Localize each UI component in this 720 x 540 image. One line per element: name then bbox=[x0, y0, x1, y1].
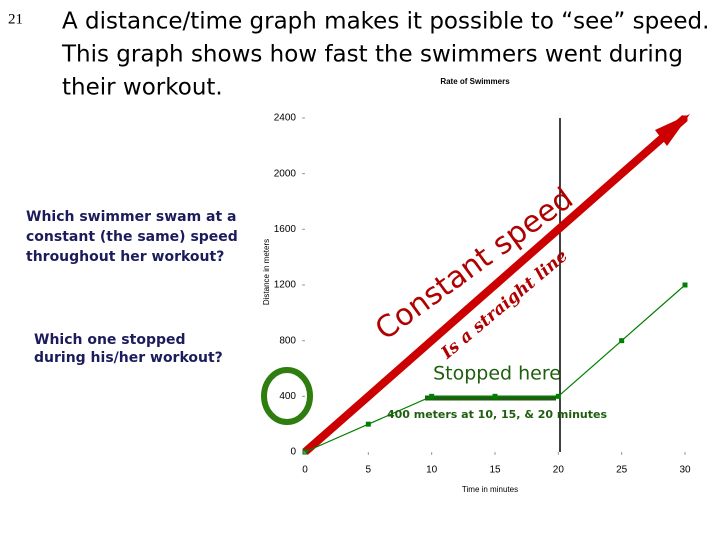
y-tick-label: 800 bbox=[279, 335, 296, 346]
slide-number: 21 bbox=[8, 11, 23, 27]
question: during his/her workout? bbox=[34, 350, 223, 366]
y-axis-title: Distance in meters bbox=[262, 239, 271, 305]
y-tick-label: 400 bbox=[279, 391, 296, 402]
y-tick-label: 1200 bbox=[274, 280, 297, 291]
question: Which one stopped bbox=[34, 332, 186, 348]
x-tick-label: 5 bbox=[366, 465, 372, 476]
point bbox=[492, 282, 498, 288]
x-tick-label: 15 bbox=[489, 465, 501, 476]
question: Which swimmer swam at a bbox=[26, 209, 237, 225]
heading: A distance/time graph makes it possible … bbox=[62, 9, 709, 35]
point bbox=[492, 393, 498, 399]
x-tick-label: 0 bbox=[302, 465, 308, 476]
point bbox=[429, 393, 435, 399]
heading: their workout. bbox=[62, 75, 223, 101]
arrow-head bbox=[655, 114, 690, 146]
y-tick-label: 0 bbox=[290, 447, 296, 458]
point bbox=[619, 338, 625, 344]
chart-title: Rate of Swimmers bbox=[440, 77, 510, 86]
x-tick-label: 25 bbox=[616, 465, 628, 476]
question: throughout her workout? bbox=[26, 249, 224, 265]
y-tick-label: 2400 bbox=[274, 113, 297, 124]
highlight-circle bbox=[261, 367, 313, 425]
point bbox=[365, 393, 371, 399]
heading: This graph shows how fast the swimmers w… bbox=[61, 42, 683, 68]
annotation: Stopped here bbox=[433, 363, 561, 385]
question: constant (the same) speed bbox=[26, 229, 238, 245]
annotation: 400 meters at 10, 15, & 20 minutes bbox=[387, 408, 608, 421]
x-tick-label: 10 bbox=[426, 465, 438, 476]
point bbox=[555, 393, 561, 399]
x-axis-title: Time in minutes bbox=[462, 485, 518, 494]
point bbox=[365, 421, 371, 427]
y-tick-label: 2000 bbox=[274, 168, 297, 179]
point bbox=[555, 226, 561, 232]
y-tick-label: 1600 bbox=[274, 224, 297, 235]
point bbox=[682, 282, 688, 288]
point bbox=[619, 171, 625, 177]
x-tick-label: 20 bbox=[553, 465, 565, 476]
point bbox=[429, 338, 435, 344]
x-tick-label: 30 bbox=[679, 465, 691, 476]
